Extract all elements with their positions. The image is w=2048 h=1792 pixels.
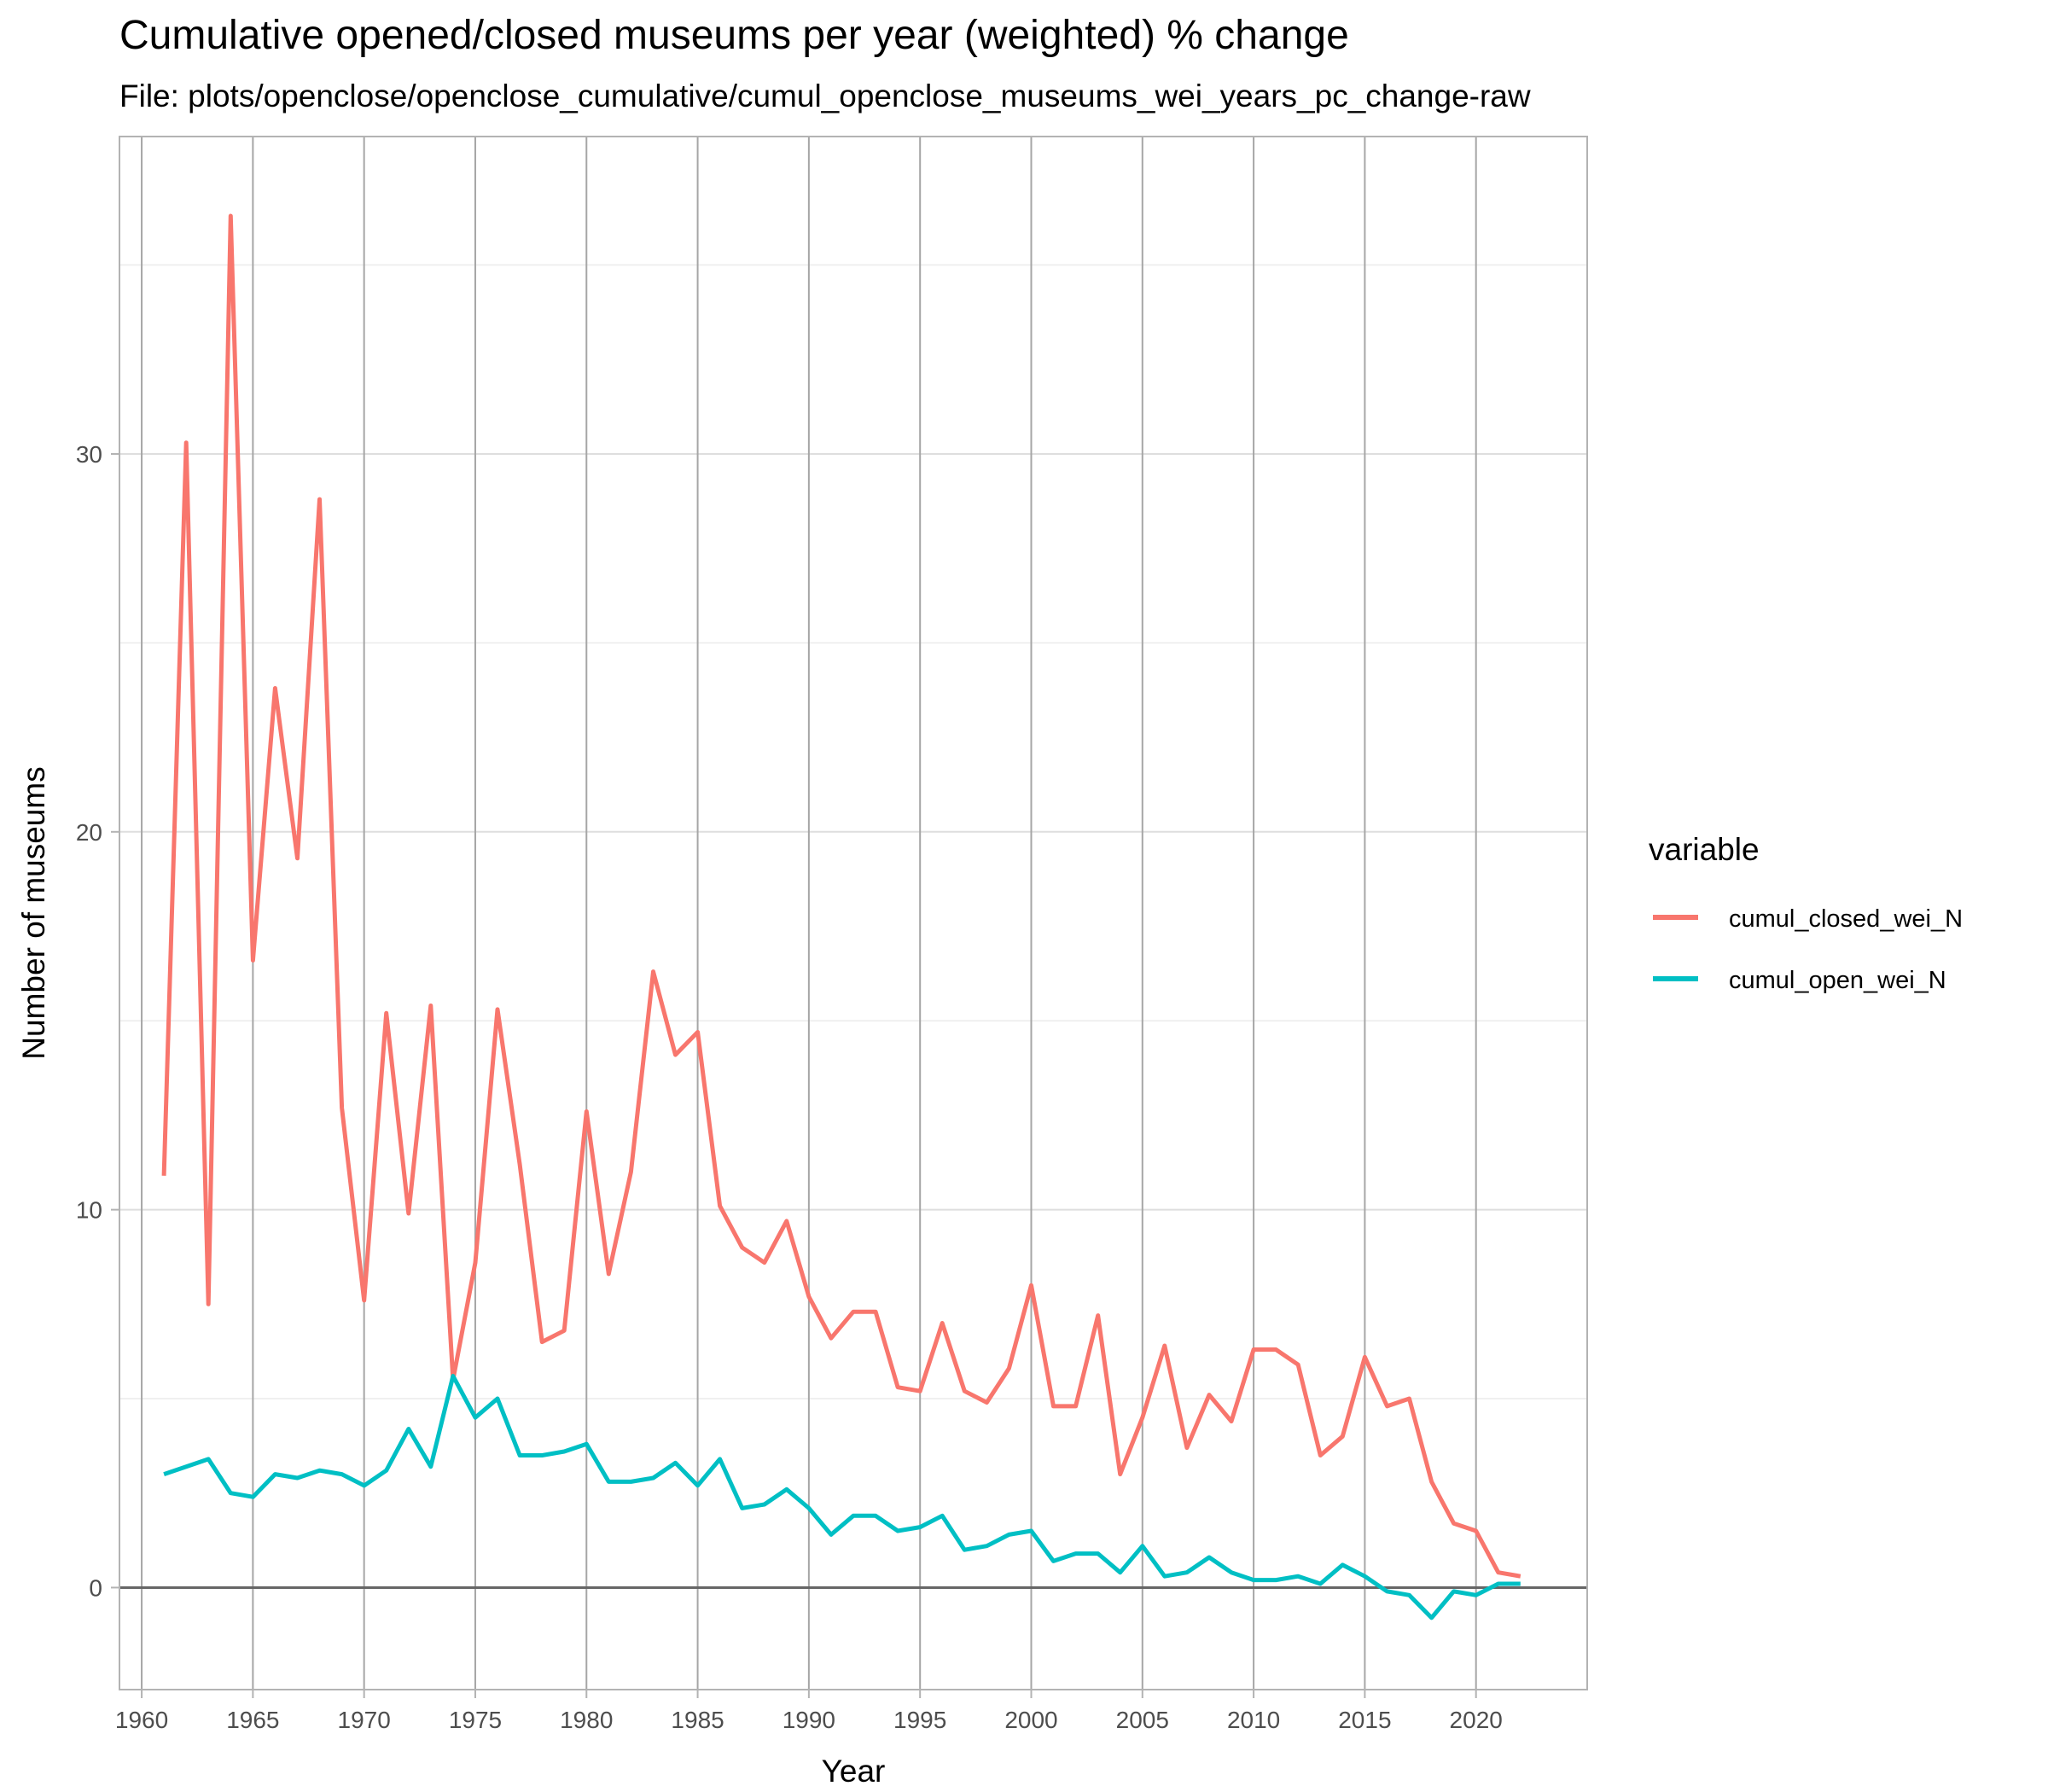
y-tick-label: 20 (76, 819, 102, 846)
x-tick-label: 1975 (449, 1707, 502, 1733)
y-tick-label: 0 (89, 1574, 102, 1601)
panel-border (119, 136, 1588, 1690)
series-lines (161, 213, 1521, 1620)
legend-label-cumul_open_wei_N: cumul_open_wei_N (1729, 967, 1946, 994)
x-tick-label: 1970 (338, 1707, 391, 1733)
x-axis-ticks: 1960 1965 1970 1975 1980 1985 1990 1995 2000 2005… (115, 1690, 1503, 1733)
x-tick-label: 1980 (560, 1707, 613, 1733)
y-tick-label: 10 (76, 1197, 102, 1224)
x-tick-label: 1960 (115, 1707, 168, 1733)
x-tick-label: 1995 (893, 1707, 946, 1733)
legend-title: variable (1649, 832, 1760, 867)
x-tick-label: 2020 (1450, 1707, 1503, 1733)
x-tick-label: 2005 (1116, 1707, 1169, 1733)
x-tick-label: 1985 (671, 1707, 724, 1733)
y-tick-label: 30 (76, 441, 102, 468)
legend-label-cumul_closed_wei_N: cumul_closed_wei_N (1729, 905, 1963, 933)
y-axis-ticks: 0 10 20 30 (76, 441, 119, 1601)
x-axis-title: Year (822, 1754, 886, 1789)
x-tick-label: 2010 (1227, 1707, 1280, 1733)
y-axis-title: Number of museums (16, 766, 51, 1059)
chart-title: Cumulative opened/closed museums per yea… (119, 13, 1349, 58)
chart-subtitle: File: plots/openclose/openclose_cumulati… (119, 79, 1531, 113)
x-tick-label: 1990 (783, 1707, 835, 1733)
legend: variable cumul_closed_wei_N cumul_open_we… (1649, 832, 1963, 994)
x-tick-label: 1965 (226, 1707, 279, 1733)
x-tick-label: 2000 (1004, 1707, 1057, 1733)
series-line-cumul_closed_wei_N (161, 213, 1521, 1579)
legend-items: cumul_closed_wei_N cumul_open_wei_N (1653, 905, 1963, 994)
x-tick-label: 2015 (1338, 1707, 1391, 1733)
series-line-cumul_open_wei_N (163, 1374, 1521, 1620)
major-gridlines (119, 137, 1587, 1690)
